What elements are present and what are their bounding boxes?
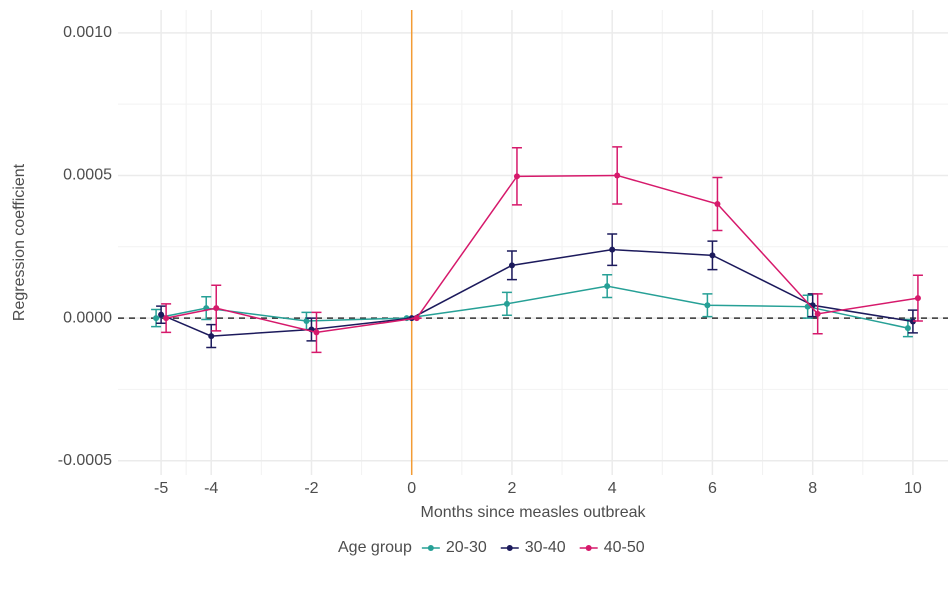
legend-label: 30-40	[525, 539, 566, 556]
y-tick-label: 0.0005	[63, 167, 112, 184]
point	[313, 329, 320, 336]
point	[158, 311, 165, 318]
point	[914, 295, 921, 302]
point	[413, 315, 420, 322]
x-tick-label: -4	[204, 480, 218, 497]
x-tick-label: -2	[304, 480, 318, 497]
point	[508, 262, 515, 269]
legend-label: 40-50	[604, 539, 645, 556]
y-tick-label: 0.0010	[63, 24, 112, 41]
x-tick-label: 10	[904, 480, 922, 497]
y-axis-title: Regression coefficient	[11, 163, 28, 321]
point	[604, 283, 611, 290]
legend-key-point	[427, 545, 434, 551]
point	[503, 300, 510, 307]
point	[609, 246, 616, 253]
series-line	[155, 285, 909, 329]
x-tick-label: 2	[507, 480, 516, 497]
legend-label: 20-30	[446, 539, 487, 556]
point	[709, 252, 716, 259]
x-tick-label: -5	[154, 480, 168, 497]
point	[909, 318, 916, 325]
series-line	[165, 174, 919, 334]
point	[614, 172, 621, 179]
x-tick-label: 4	[608, 480, 617, 497]
x-axis-title: Months since measles outbreak	[421, 504, 647, 521]
point	[814, 310, 821, 317]
x-tick-label: 6	[708, 480, 717, 497]
point	[208, 333, 215, 340]
legend-key-point	[506, 545, 513, 551]
point	[153, 315, 160, 322]
series-line	[160, 248, 914, 337]
x-tick-label: 8	[808, 480, 817, 497]
y-tick-label: -0.0005	[58, 452, 112, 469]
point	[904, 325, 911, 332]
y-tick-label: 0.0000	[63, 309, 112, 326]
point	[163, 315, 170, 322]
legend-key-point	[585, 545, 592, 551]
point	[303, 317, 310, 324]
point	[704, 302, 711, 309]
point	[213, 305, 220, 312]
point	[714, 200, 721, 207]
point	[513, 173, 520, 180]
legend-title: Age group	[338, 539, 412, 556]
x-tick-label: 0	[407, 480, 416, 497]
